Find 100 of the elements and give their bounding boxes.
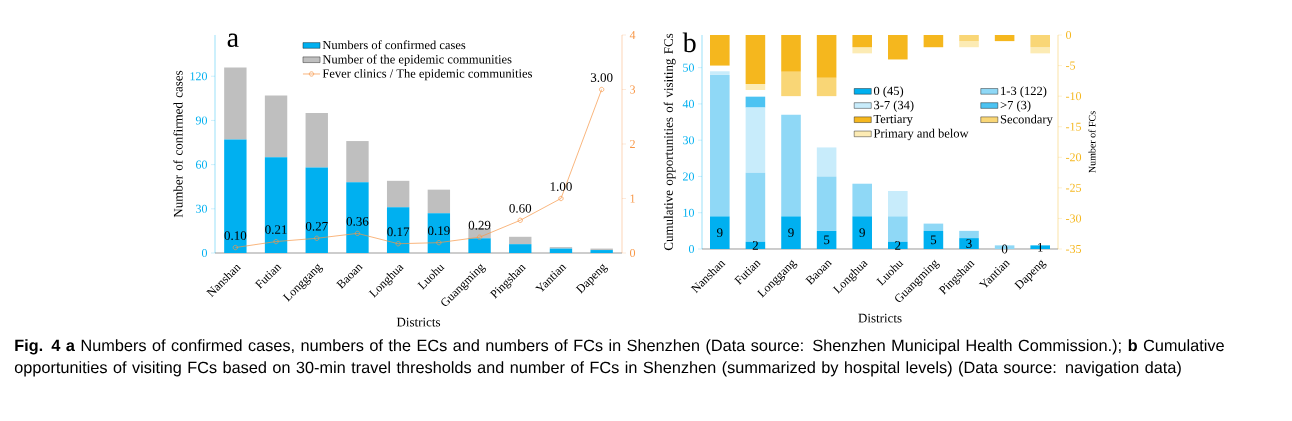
point — [558, 195, 564, 202]
data-label: 0.29 — [468, 220, 491, 230]
y2-tick-label: 3 — [630, 85, 636, 94]
bar — [346, 141, 369, 183]
bar — [305, 113, 328, 168]
bar — [224, 139, 247, 253]
bar — [781, 114, 801, 217]
y2-tick-label: 1 — [630, 194, 635, 203]
y2-tick-label: -15 — [1065, 122, 1082, 131]
point — [477, 234, 483, 240]
legend-label: Numbers of confirmed cases — [322, 40, 466, 50]
chart-title: b — [682, 32, 696, 53]
data-label: 3 — [966, 239, 972, 248]
bar — [923, 223, 944, 231]
data-label: 9 — [716, 228, 723, 238]
bar — [781, 216, 801, 249]
y-tick-label: 10 — [683, 208, 695, 217]
y-tick-label: 30 — [196, 204, 208, 213]
bar — [745, 107, 766, 173]
bar — [816, 230, 837, 249]
data-label: 9 — [859, 228, 865, 238]
bar — [816, 35, 837, 78]
y2-tick-label: 4 — [629, 31, 636, 39]
data-label: 3.00 — [590, 73, 613, 82]
y-tick-label: 40 — [682, 99, 695, 108]
bar — [264, 157, 288, 253]
data-label: 0.17 — [387, 227, 410, 237]
bar — [346, 182, 369, 253]
bar — [959, 238, 979, 249]
data-label: 2 — [752, 241, 758, 250]
bar — [745, 83, 766, 91]
data-label: 0.10 — [224, 231, 247, 241]
legend-label: 3-7 (34) — [874, 100, 914, 112]
legend-label: Fever clinics / The epidemic communities — [322, 68, 532, 81]
legend-label: Tertiary — [873, 114, 913, 126]
y2-tick-label: -20 — [1065, 153, 1082, 162]
x-axis-title: Districts — [396, 317, 441, 327]
y2-tick-label: -30 — [1065, 214, 1082, 223]
bar — [745, 35, 766, 84]
bar — [852, 183, 872, 217]
bar — [888, 190, 908, 217]
y2-tick-label: 2 — [630, 140, 635, 148]
bar — [994, 35, 1015, 42]
bar — [781, 35, 801, 72]
point — [395, 241, 401, 247]
bar — [1030, 35, 1051, 48]
bar — [468, 238, 491, 253]
point — [436, 240, 442, 246]
bar — [852, 216, 872, 249]
legend-label: 0 (45) — [873, 86, 904, 98]
legend-label: 1-3 (122) — [1001, 86, 1047, 98]
bar — [427, 213, 451, 253]
bar — [710, 35, 730, 66]
bar — [710, 71, 730, 75]
bar — [386, 180, 410, 208]
bar — [888, 241, 908, 249]
bar — [923, 230, 944, 249]
y-tick-label: 50 — [683, 63, 695, 72]
data-label: 0.19 — [427, 226, 450, 236]
y-tick-label: 30 — [683, 136, 695, 145]
bar — [509, 236, 532, 245]
bar — [816, 176, 837, 231]
point — [314, 235, 320, 241]
legend-label: Number of the epidemic communities — [322, 54, 512, 67]
y2-tick-label: 0 — [630, 248, 636, 258]
y-tick-label: 90 — [195, 116, 208, 125]
y-axis-title: Cumulative opportunities of visiting FCs — [663, 33, 676, 251]
bar — [224, 67, 247, 140]
data-label: 9 — [788, 228, 794, 238]
data-label: 0 — [1001, 244, 1008, 254]
y-axis-title: Number of confirmed cases — [173, 70, 183, 218]
point — [354, 230, 361, 236]
y-tick-label: 120 — [190, 72, 208, 81]
chart-title: a — [227, 33, 239, 48]
y-tick-label: 20 — [683, 172, 695, 181]
bar — [745, 172, 766, 242]
y-tick-label: 60 — [195, 160, 208, 169]
bar — [745, 96, 766, 108]
y-tick-label: 0 — [201, 248, 208, 258]
bar — [888, 216, 908, 242]
y2-axis-title: Number of FCs — [1088, 111, 1096, 173]
y2-tick-label: 0 — [1066, 30, 1072, 40]
bar — [888, 35, 908, 60]
bar — [264, 95, 288, 158]
point — [273, 239, 279, 245]
data-label: 0.27 — [305, 221, 328, 231]
point — [517, 217, 523, 223]
bar — [1030, 47, 1051, 54]
bar — [710, 216, 730, 249]
bar — [852, 47, 872, 54]
bar — [781, 71, 801, 97]
bar — [816, 77, 837, 97]
bar — [710, 74, 730, 217]
y-tick-label: 0 — [688, 244, 695, 254]
bar — [386, 207, 410, 253]
legend-label: >7 (3) — [1000, 100, 1031, 112]
text: Fig. 4 a Numbers of confirmed cases, numbers of the ECs and numbers of FCs in Shenzhen (Data source: Shenzhen Municipal Health Commission.); b Cumulative opportunities of visiting FCs based on 30-min travel thresholds and number of FCs in Shenzhen (summarized by hospital levels) (Data source: navigation data) — [14, 339, 1224, 377]
bar — [959, 230, 979, 239]
data-label: 0.36 — [346, 217, 369, 226]
bar — [959, 41, 979, 48]
